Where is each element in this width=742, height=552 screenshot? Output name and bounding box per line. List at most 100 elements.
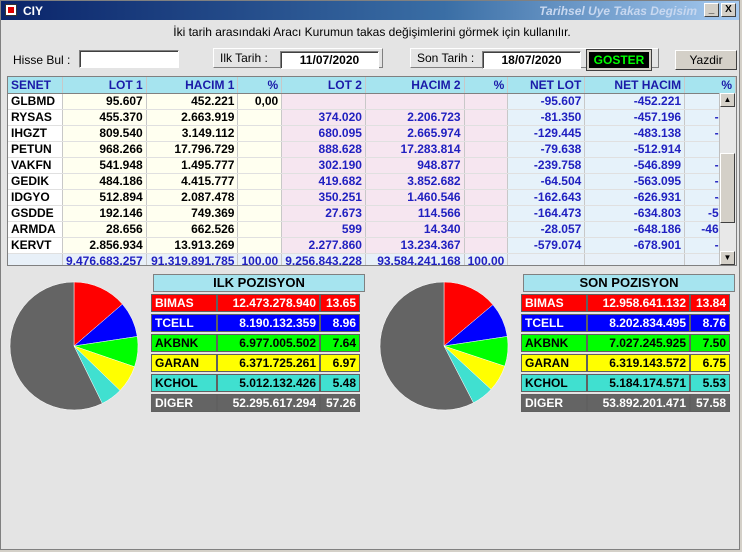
table-row[interactable]: VAKFN 541.948 1.495.777 302.190 948.877 -239.…: [8, 157, 736, 174]
table-cell: -483.138: [584, 125, 686, 142]
table-cell: IDGYO: [8, 189, 63, 206]
table-cell: 114.566: [365, 205, 465, 222]
data-grid[interactable]: SENET LOT 1 HACIM 1% LOT 2 HACIM 2% NET LOT NE…: [7, 76, 737, 266]
column-header[interactable]: NET LOT: [507, 77, 586, 94]
title-bar[interactable]: CIY Tarihsel Uye Takas Degisim _ X: [1, 1, 739, 20]
table-cell: 1.495.777: [146, 157, 239, 174]
table-cell: 968.266: [62, 141, 147, 158]
table-cell: [365, 93, 465, 110]
table-cell: [464, 157, 509, 174]
table-cell: 809.540: [62, 125, 147, 142]
table-cell: [237, 189, 283, 206]
table-row[interactable]: GSDDE 192.146 749.369 27.673 114.566 -164.473…: [8, 205, 736, 222]
table-cell: 9.476.683.257: [62, 253, 147, 265]
column-header[interactable]: HACIM 2: [365, 77, 465, 94]
legend-name: DIGER: [151, 394, 217, 412]
table-cell: 680.095: [281, 125, 366, 142]
son-date-field[interactable]: 18/07/2020: [482, 51, 581, 69]
legend-value: 6.371.725.261: [217, 354, 320, 372]
legend-value: 53.892.201.471: [587, 394, 690, 412]
legend-pct: 13.65: [320, 294, 360, 312]
table-cell: 95.607: [62, 93, 147, 110]
table-cell: [237, 173, 283, 190]
table-cell: -546.899: [584, 157, 686, 174]
table-cell: 512.894: [62, 189, 147, 206]
table-row[interactable]: RYSAS 455.370 2.663.919 374.020 2.206.723 -81…: [8, 109, 736, 126]
table-cell: 13.913.269: [146, 237, 239, 254]
table-cell: 948.877: [365, 157, 465, 174]
scroll-down-icon[interactable]: ▼: [720, 251, 735, 265]
legend-pct: 13.84: [690, 294, 730, 312]
legend-pct: 8.76: [690, 314, 730, 332]
legend-pct: 7.50: [690, 334, 730, 352]
legend-row: KCHOL 5.184.174.571 5.53: [521, 374, 730, 392]
table-cell: 350.251: [281, 189, 366, 206]
legend-row: DIGER 53.892.201.471 57.58: [521, 394, 730, 412]
legend-row: GARAN 6.319.143.572 6.75: [521, 354, 730, 372]
column-header[interactable]: %: [237, 77, 283, 94]
column-header[interactable]: SENET: [8, 77, 63, 94]
table-row[interactable]: GEDIK 484.186 4.415.777 419.682 3.852.682 -64…: [8, 173, 736, 190]
table-cell: [464, 141, 509, 158]
table-cell: ARMDA: [8, 221, 63, 238]
table-row[interactable]: IHGZT 809.540 3.149.112 680.095 2.665.974 -12…: [8, 125, 736, 142]
pie-slice-bimas: [73, 281, 123, 347]
column-header[interactable]: LOT 2: [281, 77, 366, 94]
table-cell: 302.190: [281, 157, 366, 174]
close-button[interactable]: X: [721, 3, 736, 17]
legend-row: GARAN 6.371.725.261 6.97: [151, 354, 360, 372]
table-cell: 27.673: [281, 205, 366, 222]
table-cell: PETUN: [8, 141, 63, 158]
column-header[interactable]: HACIM 1: [146, 77, 239, 94]
table-cell: 749.369: [146, 205, 239, 222]
table-cell: 14.340: [365, 221, 465, 238]
table-cell: -579.074: [507, 237, 586, 254]
table-row[interactable]: IDGYO 512.894 2.087.478 350.251 1.460.546 -16…: [8, 189, 736, 206]
legend-name: GARAN: [521, 354, 587, 372]
window-title: CIY: [23, 4, 44, 18]
table-cell: -457.196: [584, 109, 686, 126]
legend-name: KCHOL: [521, 374, 587, 392]
table-cell: 100,00: [237, 253, 283, 265]
legend-name: AKBNK: [521, 334, 587, 352]
scroll-thumb[interactable]: [720, 153, 735, 223]
table-cell: 2.665.974: [365, 125, 465, 142]
table-cell: [237, 109, 283, 126]
table-cell: 452.221: [146, 93, 239, 110]
hisse-search-input[interactable]: [79, 50, 179, 68]
table-header: SENET LOT 1 HACIM 1% LOT 2 HACIM 2% NET LOT NE…: [8, 77, 736, 94]
table-row[interactable]: GLBMD 95.607 452.221 0,00 -95.607 -452.221: [8, 93, 736, 110]
legend-row: AKBNK 6.977.005.502 7.64: [151, 334, 360, 352]
minimize-button[interactable]: _: [704, 3, 719, 17]
yazdir-button[interactable]: Yazdir: [675, 50, 737, 70]
help-text: İki tarih arasındaki Aracı Kurumun takas…: [173, 25, 571, 39]
table-cell: [237, 237, 283, 254]
table-cell: 419.682: [281, 173, 366, 190]
column-header[interactable]: LOT 1: [62, 77, 147, 94]
vertical-scrollbar[interactable]: ▲ ▼: [719, 93, 736, 265]
table-cell: -626.931: [584, 189, 686, 206]
table-cell: [464, 125, 509, 142]
column-header[interactable]: %: [464, 77, 509, 94]
legend-pct: 8.96: [320, 314, 360, 332]
window-subtitle: Tarihsel Uye Takas Degisim: [539, 4, 697, 18]
table-cell: 541.948: [62, 157, 147, 174]
table-row[interactable]: KERVT 2.856.934 13.913.269 2.277.860 13.234.…: [8, 237, 736, 254]
table-total-row[interactable]: 9.476.683.257 91.319.891.785 100,00 9.256.8…: [8, 253, 736, 265]
column-header[interactable]: NET HACIM: [584, 77, 686, 94]
table-cell: 2.663.919: [146, 109, 239, 126]
table-row[interactable]: PETUN 968.266 17.796.729 888.628 17.283.814 -…: [8, 141, 736, 158]
ilk-date-field[interactable]: 11/07/2020: [280, 51, 379, 69]
column-header[interactable]: %: [684, 77, 736, 94]
table-cell: [237, 205, 283, 222]
legend-row: KCHOL 5.012.132.426 5.48: [151, 374, 360, 392]
table-row[interactable]: ARMDA 28.656 662.526 599 14.340 -28.057 -648.1…: [8, 221, 736, 238]
table-cell: 9.256.843.228: [281, 253, 366, 265]
goster-button[interactable]: GOSTER: [586, 49, 652, 71]
scroll-up-icon[interactable]: ▲: [720, 93, 735, 107]
table-cell: [237, 221, 283, 238]
table-cell: [464, 109, 509, 126]
table-cell: [237, 157, 283, 174]
table-cell: -678.901: [584, 237, 686, 254]
